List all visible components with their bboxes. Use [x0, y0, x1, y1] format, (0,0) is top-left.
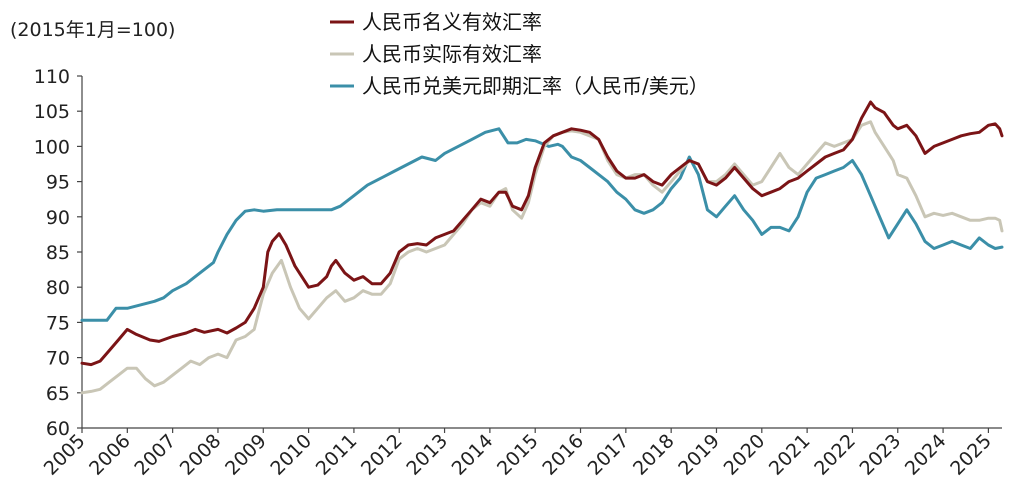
x-tick-label: 2021: [765, 430, 815, 480]
series-line-2: [80, 120, 1004, 395]
x-tick-label: 2019: [674, 430, 724, 480]
y-tick-label: 100: [34, 136, 70, 158]
x-tick-label: 2017: [584, 430, 634, 480]
x-tick-label: 2013: [402, 430, 452, 480]
y-tick-label: 65: [46, 383, 70, 405]
y-tick-label: 70: [46, 348, 70, 370]
x-tick-label: 2016: [538, 430, 588, 480]
series-line-1: [80, 100, 1004, 367]
series-layer: [80, 100, 1004, 395]
x-tick-label: 2011: [312, 430, 362, 480]
y-tick-label: 110: [34, 66, 70, 88]
y-tick-label: 90: [46, 207, 70, 229]
x-tick-label: 2012: [357, 430, 407, 480]
x-tick-label: 2023: [856, 430, 906, 480]
legend-label-2: 人民币实际有效汇率: [362, 42, 542, 66]
x-tick-label: 2022: [810, 430, 860, 480]
legend-label-1: 人民币名义有效汇率: [362, 10, 542, 34]
y-tick-label: 85: [46, 242, 70, 264]
x-tick-label: 2010: [266, 430, 316, 480]
x-tick-label: 2024: [901, 430, 951, 480]
x-tick-label: 2008: [176, 430, 226, 480]
y-tick-label: 105: [34, 101, 70, 123]
x-tick-label: 2014: [448, 430, 498, 480]
y-tick-label: 60: [46, 418, 70, 440]
unit-label: (2015年1月=100): [10, 19, 175, 41]
legend-label-3: 人民币兑美元即期汇率（人民币/美元）: [362, 74, 709, 98]
y-tick-label: 80: [46, 277, 70, 299]
series-line-3: [80, 127, 1004, 322]
x-tick-label: 2015: [493, 430, 543, 480]
x-tick-label: 2009: [221, 430, 271, 480]
x-tick-label: 2025: [946, 430, 996, 480]
x-tick-label: 2018: [629, 430, 679, 480]
y-tick-label: 75: [46, 312, 70, 334]
x-tick-label: 2007: [130, 430, 180, 480]
x-tick-label: 2006: [85, 430, 135, 480]
y-tick-label: 95: [46, 172, 70, 194]
x-tick-label: 2020: [720, 430, 770, 480]
